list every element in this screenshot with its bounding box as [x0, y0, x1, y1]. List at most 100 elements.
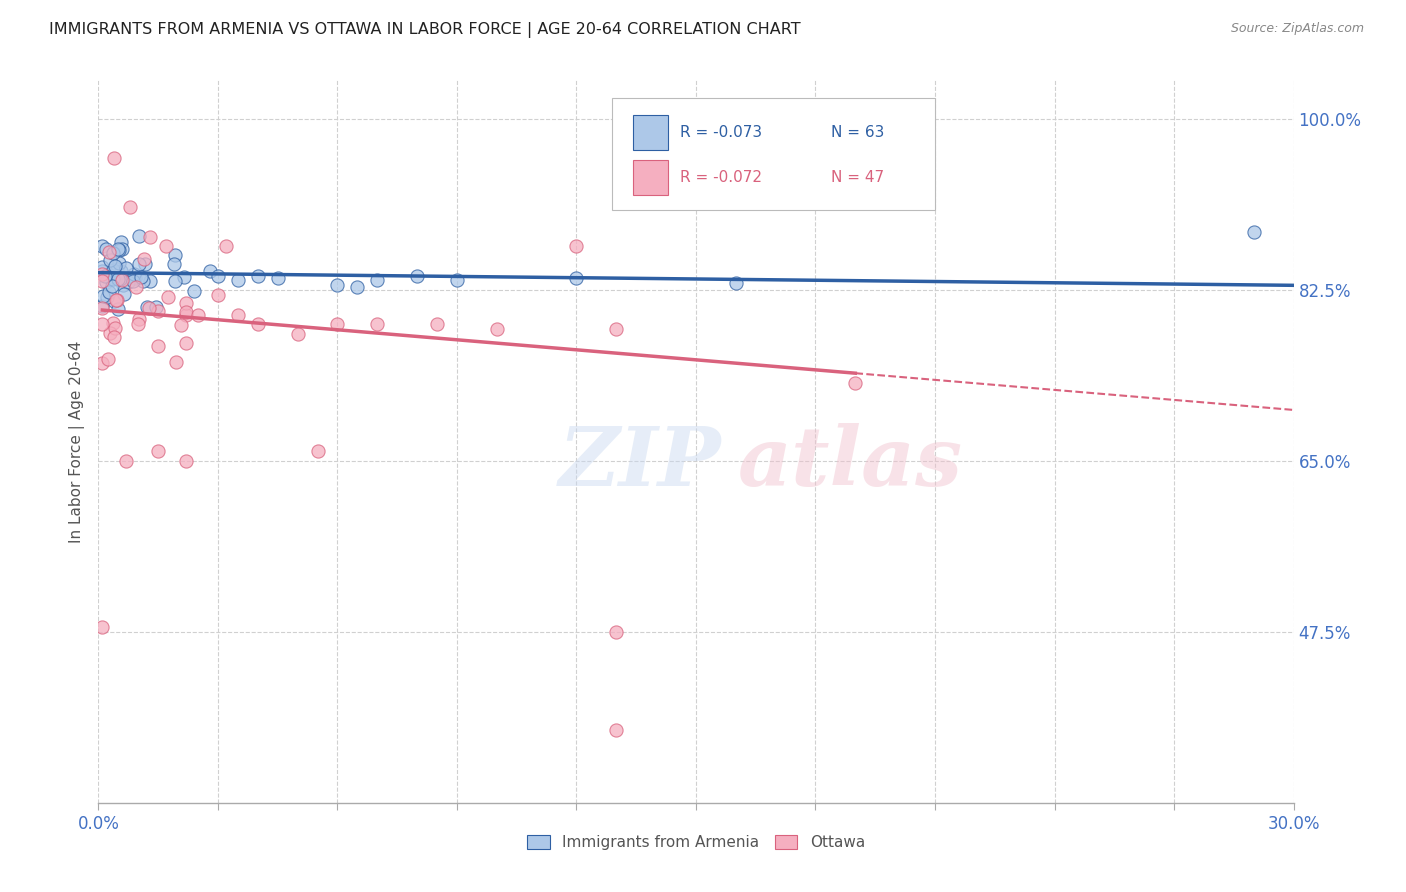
Point — [148, 304, 170, 318]
Point — [98, 244, 121, 259]
Point — [104, 259, 127, 273]
Point — [287, 327, 309, 342]
Point — [107, 272, 129, 286]
Point — [135, 300, 157, 314]
Point — [117, 275, 139, 289]
Point — [139, 229, 162, 244]
Point — [146, 339, 169, 353]
Bar — [633, 115, 668, 150]
Point — [131, 273, 153, 287]
Point — [91, 299, 114, 313]
Point — [94, 275, 117, 289]
Point — [565, 239, 588, 253]
Point — [165, 355, 187, 369]
Point — [605, 624, 627, 639]
Point — [122, 267, 145, 281]
Point — [366, 273, 388, 287]
Point — [128, 229, 150, 244]
Point — [97, 285, 120, 299]
Text: N = 47: N = 47 — [831, 170, 884, 186]
Text: atlas: atlas — [738, 423, 963, 503]
Point — [110, 264, 132, 278]
Point — [174, 309, 197, 323]
Point — [91, 267, 114, 281]
Point — [163, 247, 186, 261]
Point — [115, 454, 138, 468]
Point — [174, 296, 197, 310]
Point — [120, 200, 142, 214]
Point — [98, 326, 121, 340]
Point — [111, 242, 134, 256]
Point — [91, 356, 114, 370]
Point — [148, 444, 170, 458]
Point — [105, 293, 128, 307]
Point — [174, 454, 197, 468]
Point — [406, 268, 429, 283]
Point — [605, 723, 627, 737]
Point — [103, 330, 125, 344]
Point — [307, 444, 329, 458]
Point — [103, 152, 125, 166]
Point — [107, 244, 129, 258]
Point — [101, 272, 124, 286]
Point — [94, 268, 117, 283]
Point — [104, 321, 127, 335]
Point — [124, 271, 146, 285]
Point — [267, 270, 290, 285]
Point — [91, 620, 114, 634]
Y-axis label: In Labor Force | Age 20-64: In Labor Force | Age 20-64 — [69, 341, 84, 542]
Point — [91, 264, 114, 278]
Point — [108, 255, 131, 269]
Point — [173, 270, 195, 285]
Point — [246, 318, 269, 332]
Point — [91, 238, 114, 252]
Point — [215, 239, 238, 253]
Point — [183, 284, 205, 298]
Point — [163, 257, 186, 271]
Point — [346, 280, 368, 294]
Point — [107, 242, 129, 256]
Point — [198, 264, 221, 278]
Point — [246, 268, 269, 283]
Point — [138, 301, 160, 315]
Point — [156, 290, 179, 304]
Point — [91, 317, 114, 331]
Point — [187, 308, 209, 322]
Point — [145, 300, 167, 314]
Point — [97, 267, 120, 281]
Point — [1243, 225, 1265, 239]
Point — [103, 293, 125, 308]
Point — [91, 260, 114, 274]
Point — [110, 235, 132, 249]
Text: Source: ZipAtlas.com: Source: ZipAtlas.com — [1230, 22, 1364, 36]
Point — [207, 268, 229, 283]
Point — [101, 245, 124, 260]
Point — [132, 252, 155, 267]
Point — [174, 304, 197, 318]
Point — [91, 301, 114, 316]
Point — [107, 301, 129, 316]
Point — [105, 293, 128, 308]
Text: ZIP: ZIP — [558, 423, 721, 503]
Point — [103, 262, 125, 277]
Point — [96, 289, 118, 303]
Point — [112, 287, 135, 301]
Point — [170, 318, 193, 333]
Text: R = -0.072: R = -0.072 — [681, 170, 762, 186]
Point — [112, 277, 135, 292]
Legend: Immigrants from Armenia, Ottawa: Immigrants from Armenia, Ottawa — [520, 830, 872, 856]
Point — [174, 336, 197, 351]
Point — [366, 318, 388, 332]
Point — [426, 318, 449, 332]
Point — [844, 376, 866, 390]
Point — [446, 273, 468, 287]
Point — [125, 279, 148, 293]
Point — [94, 242, 117, 256]
Point — [155, 239, 177, 253]
Point — [139, 274, 162, 288]
Point — [128, 257, 150, 271]
Point — [101, 279, 124, 293]
Point — [226, 273, 249, 287]
Point — [108, 272, 131, 286]
Point — [565, 270, 588, 285]
